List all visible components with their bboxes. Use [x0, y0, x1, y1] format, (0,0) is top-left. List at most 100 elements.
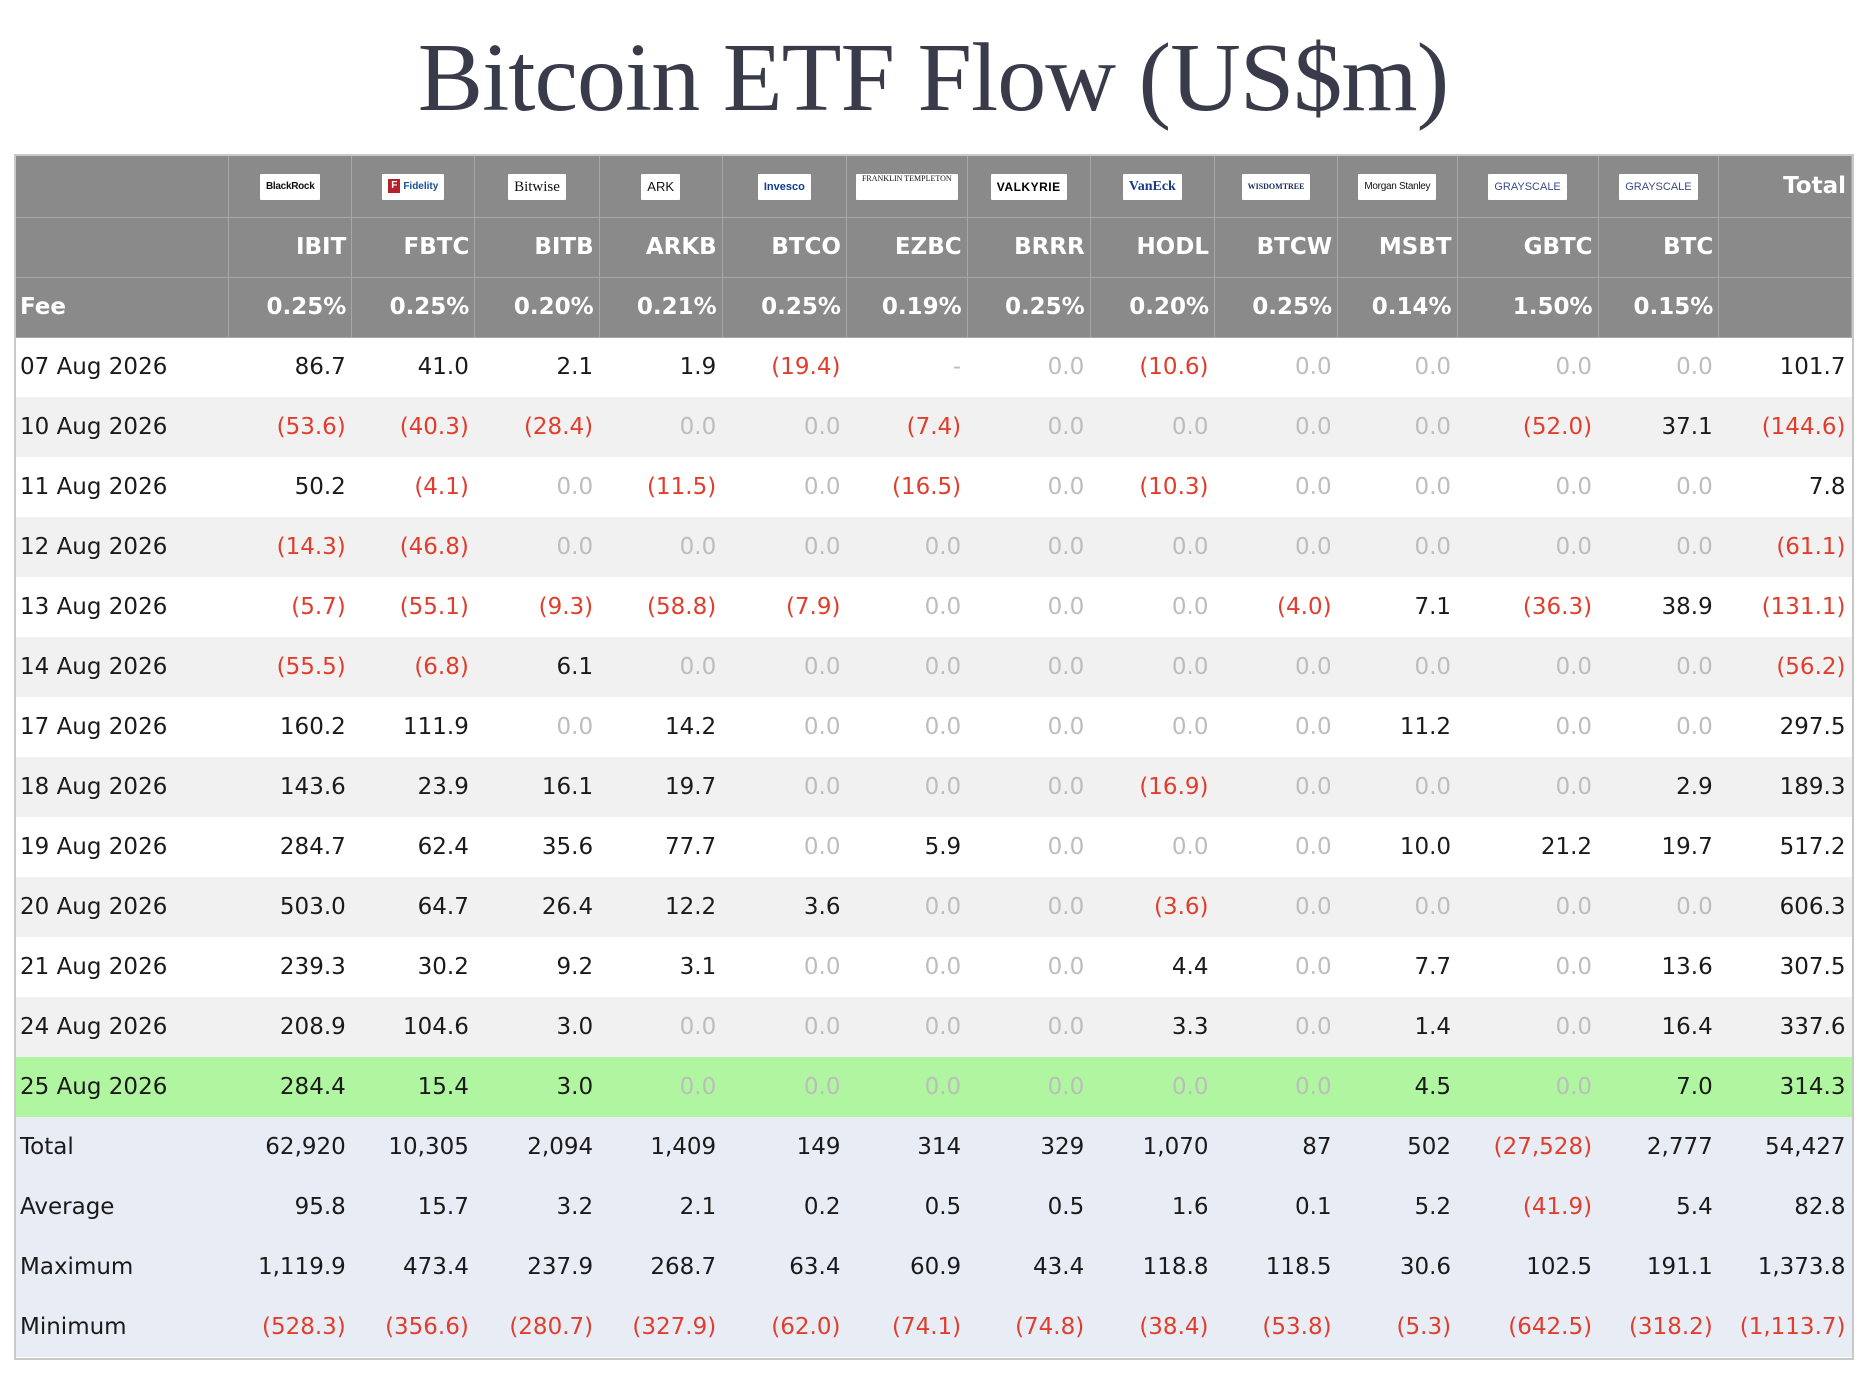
fee-value: 0.14% — [1337, 277, 1458, 338]
table-row: 12 Aug 2026 (14.3) (46.8) 0.0 0.0 0.0 0.0 0.0 0.… — [16, 517, 1852, 577]
stat-label: Average — [16, 1177, 229, 1237]
table-row: 17 Aug 2026 160.2 111.9 0.0 14.2 0.0 0.0 0.0 0.0… — [16, 697, 1852, 757]
stat-cell: 82.8 — [1718, 1177, 1852, 1237]
flow-cell: 4.5 — [1337, 1057, 1458, 1117]
flow-cell: 0.0 — [599, 637, 723, 697]
flow-cell: 0.0 — [846, 1057, 968, 1117]
table-header: BlackRock F Fidelity Bitwise ARK Invesco FRANK… — [16, 156, 1852, 338]
flow-cell: 19.7 — [599, 757, 723, 817]
flow-cell: (46.8) — [351, 517, 475, 577]
row-total-cell: 517.2 — [1718, 817, 1852, 877]
issuer-logo-cell: F Fidelity — [351, 156, 476, 218]
flow-cell: (58.8) — [599, 577, 723, 637]
flow-cell: 0.0 — [1090, 577, 1215, 637]
flow-cell: 0.0 — [599, 1057, 723, 1117]
stat-cell: (41.9) — [1457, 1177, 1599, 1237]
ticker-header: BTC — [1598, 217, 1720, 278]
flow-cell: 0.0 — [1214, 337, 1338, 397]
stat-label: Maximum — [16, 1237, 229, 1297]
table-row: 18 Aug 2026 143.6 23.9 16.1 19.7 0.0 0.0 0.0 (16… — [16, 757, 1852, 817]
flow-cell: 208.9 — [228, 997, 352, 1057]
stat-cell: 118.8 — [1090, 1237, 1215, 1297]
flow-cell: 0.0 — [722, 997, 847, 1057]
row-total-cell: 337.6 — [1718, 997, 1852, 1057]
flow-cell: 0.0 — [1090, 817, 1215, 877]
stat-cell: 191.1 — [1598, 1237, 1719, 1297]
stat-cell: 102.5 — [1457, 1237, 1599, 1297]
flow-cell: 3.0 — [474, 997, 600, 1057]
flow-cell: 86.7 — [228, 337, 352, 397]
stat-cell: 502 — [1337, 1117, 1458, 1177]
flow-cell: 0.0 — [967, 997, 1091, 1057]
flow-cell: 0.0 — [967, 757, 1091, 817]
page-title: Bitcoin ETF Flow (US$m) — [417, 24, 1450, 132]
stat-cell: 2,094 — [474, 1117, 600, 1177]
stat-cell: (528.3) — [228, 1297, 352, 1357]
flow-cell: 0.0 — [1337, 397, 1458, 457]
flow-cell: 284.4 — [228, 1057, 352, 1117]
flow-cell: 5.9 — [846, 817, 968, 877]
flow-cell: (19.4) — [722, 337, 847, 397]
flow-cell: 0.0 — [599, 517, 723, 577]
issuer-logo: BlackRock — [260, 173, 321, 200]
stat-cell: 149 — [722, 1117, 847, 1177]
flow-cell: 0.0 — [599, 997, 723, 1057]
logo-row: BlackRock F Fidelity Bitwise ARK Invesco FRANK… — [16, 156, 1852, 218]
stat-cell: 268.7 — [599, 1237, 723, 1297]
stat-cell: 5.2 — [1337, 1177, 1458, 1237]
table-row: 19 Aug 2026 284.7 62.4 35.6 77.7 0.0 5.9 0.0 0.0… — [16, 817, 1852, 877]
row-date: 17 Aug 2026 — [16, 697, 229, 757]
flow-cell: 19.7 — [1598, 817, 1719, 877]
stat-row: Average 95.8 15.7 3.2 2.1 0.2 0.5 0.5 1.6 0.1 5.2(… — [16, 1177, 1852, 1237]
flow-cell: 0.0 — [967, 877, 1091, 937]
stat-cell: 5.4 — [1598, 1177, 1719, 1237]
flow-cell: 0.0 — [846, 577, 968, 637]
flow-cell: 0.0 — [722, 457, 847, 517]
fee-value: 0.21% — [599, 277, 723, 338]
flow-cell: 104.6 — [351, 997, 475, 1057]
flow-cell: 0.0 — [1598, 517, 1719, 577]
flow-cell: 41.0 — [351, 337, 475, 397]
flow-cell: 0.0 — [1214, 697, 1338, 757]
issuer-logo-cell: ARK — [599, 156, 723, 218]
flow-cell: 143.6 — [228, 757, 352, 817]
flow-cell: 0.0 — [1090, 397, 1215, 457]
stat-cell: 473.4 — [351, 1237, 475, 1297]
fee-label: Fee — [16, 277, 230, 338]
flow-cell: (28.4) — [474, 397, 600, 457]
row-date: 24 Aug 2026 — [16, 997, 229, 1057]
row-date: 18 Aug 2026 — [16, 757, 229, 817]
issuer-logo-cell: VALKYRIE — [967, 156, 1091, 218]
flow-cell: 160.2 — [228, 697, 352, 757]
stat-cell: (27,528) — [1457, 1117, 1599, 1177]
table-row: 20 Aug 2026 503.0 64.7 26.4 12.2 3.6 0.0 0.0 (3.… — [16, 877, 1852, 937]
flow-cell: 0.0 — [722, 817, 847, 877]
flow-cell: 0.0 — [1214, 637, 1338, 697]
flow-cell: 0.0 — [1457, 457, 1599, 517]
stat-label: Minimum — [16, 1297, 229, 1357]
stat-cell: 15.7 — [351, 1177, 475, 1237]
flow-cell: - — [846, 337, 968, 397]
stat-row: Maximum 1,119.9 473.4 237.9 268.7 63.4 60.9 43.… — [16, 1237, 1852, 1297]
flow-cell: 0.0 — [1214, 517, 1338, 577]
flow-cell: 13.6 — [1598, 937, 1719, 997]
flow-cell: 12.2 — [599, 877, 723, 937]
flow-cell: 111.9 — [351, 697, 475, 757]
row-date: 19 Aug 2026 — [16, 817, 229, 877]
flow-cell: (5.7) — [228, 577, 352, 637]
stat-cell: (318.2) — [1598, 1297, 1719, 1357]
flow-cell: (55.5) — [228, 637, 352, 697]
stat-cell: 63.4 — [722, 1237, 847, 1297]
flow-cell: (6.8) — [351, 637, 475, 697]
stat-cell: 118.5 — [1214, 1237, 1338, 1297]
ticker-header: BITB — [474, 217, 600, 278]
stat-cell: 1,373.8 — [1718, 1237, 1852, 1297]
flow-cell: (10.3) — [1090, 457, 1215, 517]
ticker-header: GBTC — [1457, 217, 1599, 278]
stat-cell: 2.1 — [599, 1177, 723, 1237]
table-row: 11 Aug 2026 50.2 (4.1) 0.0 (11.5) 0.0 (16.5) 0.… — [16, 457, 1852, 517]
issuer-logo: Morgan Stanley — [1358, 173, 1437, 200]
flow-cell: (40.3) — [351, 397, 475, 457]
flow-cell: 26.4 — [474, 877, 600, 937]
ticker-header: HODL — [1090, 217, 1216, 278]
